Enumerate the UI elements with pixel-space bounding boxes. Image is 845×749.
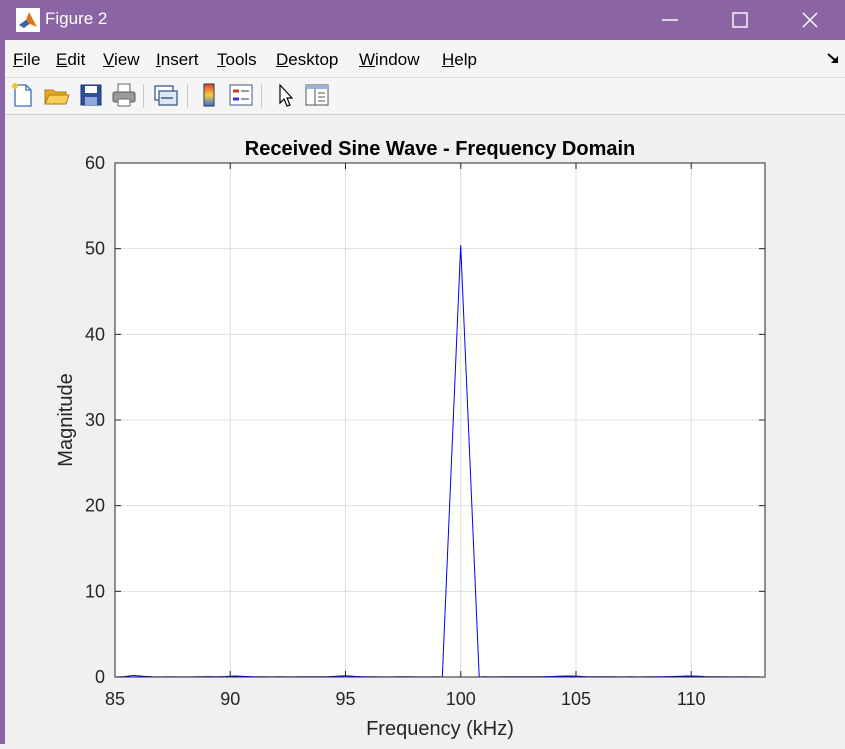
menu-bar: File Edit View Insert Tools Desktop Wind… xyxy=(5,41,845,78)
chart-title: Received Sine Wave - Frequency Domain xyxy=(245,138,636,160)
y-tick-label: 30 xyxy=(85,410,105,430)
open-icon xyxy=(44,89,70,105)
y-tick-label: 0 xyxy=(95,667,105,687)
menu-view-mnemonic: V xyxy=(103,50,115,69)
x-tick-label: 90 xyxy=(220,689,240,709)
figure-toolbar xyxy=(5,78,845,115)
save-icon xyxy=(80,84,102,106)
menu-insert[interactable]: Insert xyxy=(156,50,199,70)
print-icon xyxy=(112,83,136,107)
edit-plot-button[interactable] xyxy=(271,81,299,109)
menu-edit[interactable]: Edit xyxy=(56,50,85,70)
menu-help-mnemonic: H xyxy=(442,50,455,69)
window-title: Figure 2 xyxy=(45,9,108,28)
toolbar-separator xyxy=(187,84,188,108)
close-button[interactable] xyxy=(775,0,845,40)
menu-desktop-label: esktop xyxy=(288,50,339,69)
x-tick-label: 105 xyxy=(561,689,591,709)
plot-svg: Received Sine Wave - Frequency Domain 85… xyxy=(55,138,766,740)
menu-desktop-mnemonic: D xyxy=(276,50,289,69)
menu-edit-mnemonic: E xyxy=(56,50,68,69)
menu-file[interactable]: File xyxy=(13,50,40,70)
print-button[interactable] xyxy=(110,81,138,109)
menu-view[interactable]: View xyxy=(103,50,140,70)
menu-window[interactable]: Window xyxy=(359,50,419,70)
menu-file-label: ile xyxy=(23,50,41,69)
x-tick-label: 110 xyxy=(677,689,706,709)
insert-colorbar-button[interactable] xyxy=(195,81,223,109)
menu-insert-label: nsert xyxy=(160,50,199,69)
y-tick-label: 20 xyxy=(85,496,105,516)
y-tick-label: 60 xyxy=(85,153,105,173)
open-button[interactable] xyxy=(42,81,70,109)
window-titlebar[interactable]: Figure 2 xyxy=(0,0,845,40)
dock-arrow-icon[interactable] xyxy=(826,51,840,65)
menu-help-label: elp xyxy=(454,50,477,69)
x-tick-label: 100 xyxy=(446,689,476,709)
maximize-button[interactable] xyxy=(705,0,775,40)
menu-tools[interactable]: Tools xyxy=(217,50,257,70)
toolbar-separator xyxy=(261,84,262,108)
figure-canvas[interactable]: Received Sine Wave - Frequency Domain 85… xyxy=(5,115,845,744)
new-figure-icon xyxy=(12,83,32,107)
menu-help[interactable]: Help xyxy=(442,50,477,70)
menu-edit-label: dit xyxy=(67,50,86,69)
x-tick-label: 95 xyxy=(335,689,355,709)
insert-colorbar-icon xyxy=(203,83,215,107)
y-tick-label: 10 xyxy=(85,581,105,601)
menu-window-mnemonic: W xyxy=(359,50,376,69)
axes[interactable]: 85 90 95 100 105 110 0 10 20 30 40 50 60 xyxy=(85,153,766,709)
menu-window-label: indow xyxy=(375,50,420,69)
x-axis-label: Frequency (kHz) xyxy=(366,718,514,740)
x-tick-label: 85 xyxy=(105,689,125,709)
menu-insert-mnemonic: I xyxy=(156,50,161,69)
property-inspector-icon xyxy=(305,84,329,106)
y-axis-label: Magnitude xyxy=(55,373,77,466)
toolbar-separator xyxy=(143,84,144,108)
close-icon xyxy=(802,12,818,28)
menu-view-label: iew xyxy=(114,50,140,69)
insert-legend-button[interactable] xyxy=(227,81,255,109)
save-button[interactable] xyxy=(77,81,105,109)
window-border xyxy=(0,40,5,744)
menu-tools-label: ools xyxy=(225,50,257,69)
maximize-icon xyxy=(732,12,748,28)
menu-tools-mnemonic: T xyxy=(217,50,226,69)
minimize-button[interactable] xyxy=(635,0,705,40)
y-tick-label: 40 xyxy=(85,324,105,344)
menu-file-mnemonic: F xyxy=(13,50,24,69)
link-plot-button[interactable] xyxy=(152,81,180,109)
y-tick-label: 50 xyxy=(85,239,105,259)
insert-legend-icon xyxy=(229,84,253,106)
property-inspector-button[interactable] xyxy=(303,81,331,109)
edit-plot-pointer-icon xyxy=(279,83,294,107)
minimize-icon xyxy=(662,19,678,21)
matlab-logo-icon xyxy=(16,8,40,32)
link-plot-icon xyxy=(154,85,178,106)
menu-desktop[interactable]: Desktop xyxy=(276,50,338,70)
new-figure-button[interactable] xyxy=(9,81,37,109)
